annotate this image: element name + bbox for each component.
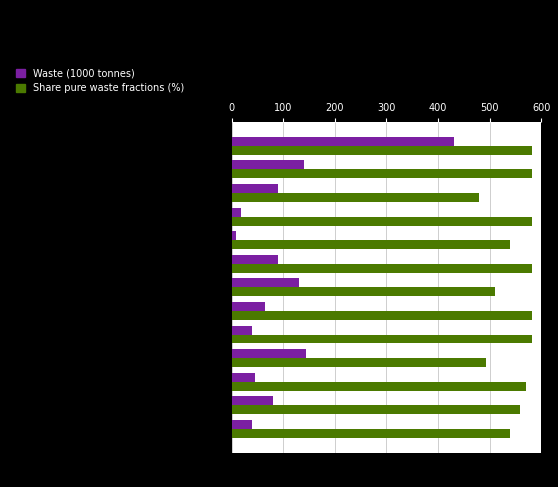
Bar — [232, 160, 304, 169]
Bar — [232, 429, 510, 438]
Bar — [232, 207, 241, 217]
Bar — [232, 396, 273, 405]
Bar — [232, 264, 532, 273]
Bar — [232, 302, 265, 311]
Bar — [232, 335, 532, 343]
Bar — [232, 184, 278, 193]
Legend: Waste (1000 tonnes), Share pure waste fractions (%): Waste (1000 tonnes), Share pure waste fr… — [16, 68, 184, 93]
Bar — [232, 325, 252, 335]
Bar — [232, 279, 299, 287]
Bar — [232, 349, 306, 358]
Bar — [232, 373, 255, 382]
Bar — [232, 311, 532, 320]
Bar — [232, 240, 510, 249]
Bar — [232, 405, 519, 414]
Bar — [232, 255, 278, 264]
Bar — [232, 217, 532, 225]
Bar — [232, 358, 485, 367]
Bar — [232, 169, 532, 178]
Bar — [232, 146, 532, 155]
Bar — [232, 287, 495, 296]
Bar — [232, 137, 454, 146]
Bar — [232, 420, 252, 429]
Bar — [232, 193, 479, 202]
Bar — [232, 382, 526, 391]
Bar — [232, 231, 235, 240]
